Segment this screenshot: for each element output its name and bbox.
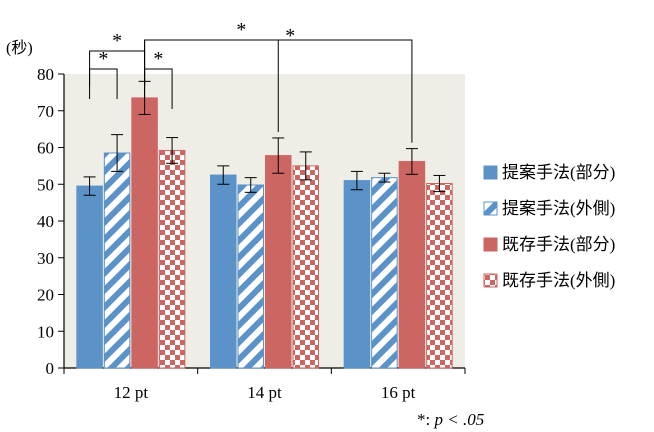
legend-label: 提案手法(外側) — [502, 199, 615, 218]
significance-note-formula: p < .05 — [433, 410, 484, 429]
significance-bracket: * — [89, 48, 118, 99]
significance-star: * — [236, 19, 246, 41]
y-tick-label: 60 — [37, 139, 54, 158]
legend-entry: 提案手法(部分) — [483, 163, 615, 182]
significance-bracket: * — [144, 48, 173, 109]
significance-bracket: * — [144, 25, 413, 143]
y-tick-label: 20 — [37, 286, 54, 305]
y-tick-label: 50 — [37, 175, 54, 194]
error-bar — [405, 148, 418, 175]
bar — [292, 165, 319, 369]
error-bar — [217, 165, 230, 185]
legend-swatch — [483, 237, 498, 252]
y-tick-label: 30 — [37, 249, 54, 268]
error-bar — [244, 177, 257, 193]
y-axis-unit-label: (秒) — [6, 39, 33, 57]
error-bar — [111, 134, 124, 172]
legend-entry: 既存手法(部分) — [483, 235, 615, 254]
plot-area — [64, 74, 465, 368]
error-bar — [350, 170, 363, 191]
legend-label: 既存手法(外側) — [502, 271, 615, 290]
error-bar — [166, 137, 179, 164]
error-bar — [378, 172, 391, 183]
bar — [76, 185, 103, 369]
bar — [371, 177, 398, 369]
y-tick-label: 80 — [37, 65, 54, 84]
error-bar — [83, 176, 96, 196]
bar — [210, 174, 237, 369]
bar — [426, 183, 453, 369]
significance-star: * — [285, 25, 295, 47]
legend-swatch — [483, 273, 498, 288]
significance-star: * — [153, 48, 163, 70]
bar — [131, 97, 158, 369]
y-tick-label: 0 — [46, 359, 55, 378]
y-tick-label: 10 — [37, 322, 54, 341]
legend-label: 提案手法(部分) — [502, 163, 615, 182]
legend-entry: 既存手法(外側) — [483, 271, 615, 290]
bar — [103, 152, 131, 369]
legend-swatch — [483, 201, 498, 216]
significance-note: *: p < .05 — [417, 410, 484, 429]
x-category-label: 16 pt — [381, 383, 416, 402]
significance-star: * — [112, 30, 122, 52]
bar — [237, 184, 264, 369]
bar — [398, 160, 426, 369]
legend-swatch — [483, 165, 498, 180]
legend-label: 既存手法(部分) — [502, 235, 615, 254]
error-bar — [299, 151, 312, 181]
bar — [158, 149, 186, 369]
x-category-label: 14 pt — [247, 383, 282, 402]
y-tick-label: 40 — [37, 212, 54, 231]
error-bar — [433, 174, 446, 193]
x-category-label: 12 pt — [114, 383, 149, 402]
legend-entry: 提案手法(外側) — [483, 199, 615, 218]
bar — [265, 155, 292, 369]
significance-star: * — [98, 48, 108, 70]
significance-note-prefix: *: — [417, 410, 434, 429]
error-bar — [272, 137, 285, 174]
y-tick-label: 70 — [37, 102, 54, 121]
bar — [343, 180, 371, 369]
